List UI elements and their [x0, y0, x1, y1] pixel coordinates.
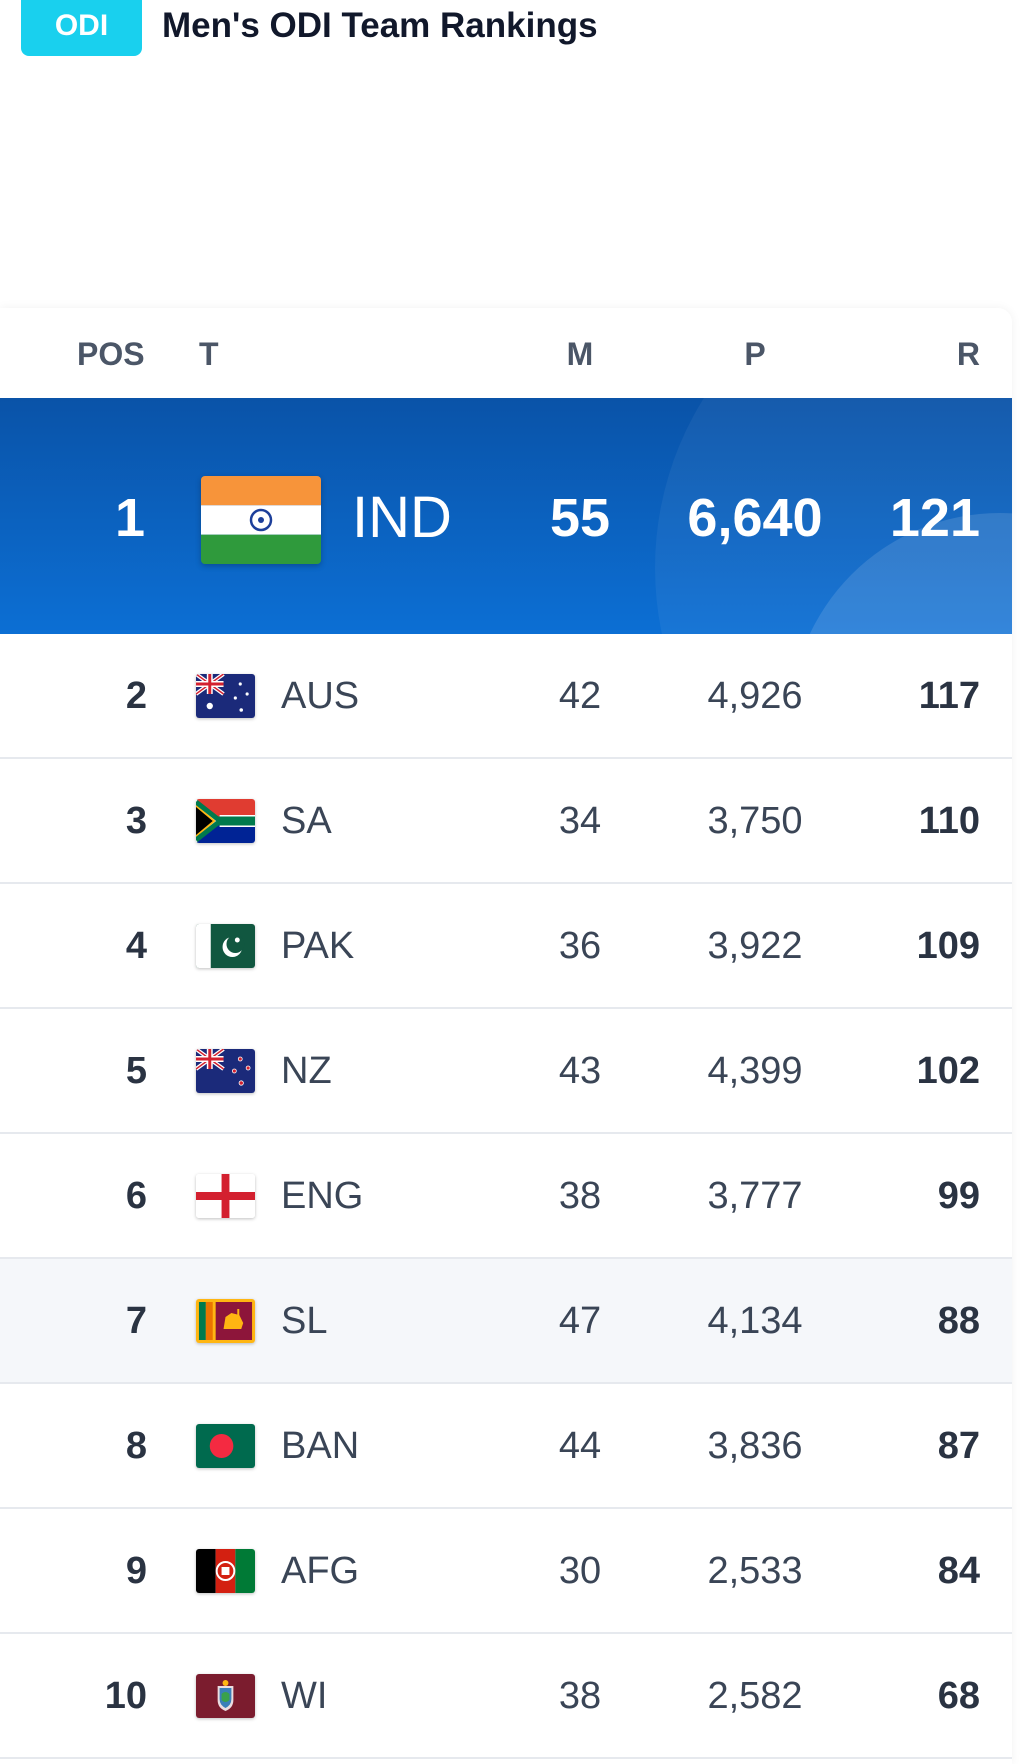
- rank-position: 2: [125, 675, 147, 717]
- column-header-rating[interactable]: R: [956, 336, 980, 372]
- rating-value: 87: [937, 1425, 980, 1467]
- india-flag-icon: [201, 476, 321, 564]
- points-value: 2,533: [707, 1550, 803, 1592]
- matches-value: 38: [558, 1175, 602, 1217]
- matches-value: 42: [558, 675, 602, 717]
- rankings-table: POS T M P R 1 IND 55 6,640 121 2: [0, 308, 1012, 1764]
- matches-value: 47: [558, 1300, 602, 1342]
- format-badge[interactable]: ODI: [21, 0, 142, 56]
- matches-value: 34: [558, 800, 602, 842]
- team-name: BAN: [281, 1425, 360, 1467]
- page-title: Men's ODI Team Rankings: [162, 6, 598, 45]
- column-header-pos[interactable]: POS: [77, 336, 145, 372]
- matches-value: 30: [558, 1550, 602, 1592]
- team-name: WI: [281, 1675, 328, 1717]
- rank-position: 9: [125, 1550, 147, 1592]
- column-header-team[interactable]: T: [199, 336, 219, 372]
- rating-value: 102: [916, 1050, 980, 1092]
- table-row[interactable]: 3 SA 34 3,750 110: [0, 759, 1012, 884]
- rating-value: 121: [889, 488, 980, 548]
- rank-position: 10: [104, 1675, 147, 1717]
- team-name: ENG: [281, 1175, 364, 1217]
- matches-value: 44: [558, 1425, 602, 1467]
- south-africa-flag-icon: [196, 799, 255, 843]
- sri-lanka-flag-icon: [196, 1299, 255, 1343]
- team-name: SL: [281, 1300, 328, 1342]
- rating-value: 99: [937, 1175, 980, 1217]
- afghanistan-flag-icon: [196, 1549, 255, 1593]
- rating-value: 109: [916, 925, 980, 967]
- table-row[interactable]: 2 AUS 42 4,926 117: [0, 634, 1012, 759]
- top-ranked-row[interactable]: 1 IND 55 6,640 121: [0, 398, 1012, 634]
- rank-position: 7: [125, 1300, 147, 1342]
- matches-value: 38: [558, 1675, 602, 1717]
- table-row[interactable]: 8 BAN 44 3,836 87: [0, 1384, 1012, 1509]
- team-name: AFG: [281, 1550, 360, 1592]
- pakistan-flag-icon: [196, 924, 255, 968]
- rank-position: 4: [125, 925, 147, 967]
- decorative-circle: [655, 398, 1012, 634]
- west-indies-flag-icon: [196, 1674, 255, 1718]
- team-name: IND: [352, 485, 452, 550]
- team-name: NZ: [281, 1050, 332, 1092]
- points-value: 4,926: [707, 675, 803, 717]
- points-value: 4,134: [707, 1300, 803, 1342]
- team-name: SA: [281, 800, 332, 842]
- rank-position: 6: [125, 1175, 147, 1217]
- australia-flag-icon: [196, 674, 255, 718]
- points-value: 3,777: [707, 1175, 803, 1217]
- rating-value: 68: [937, 1675, 980, 1717]
- team-name: AUS: [281, 675, 360, 717]
- page-header: ODI Men's ODI Team Rankings: [0, 0, 1025, 70]
- matches-value: 55: [549, 488, 611, 548]
- points-value: 4,399: [707, 1050, 803, 1092]
- points-value: 3,836: [707, 1425, 803, 1467]
- table-row[interactable]: 7 SL 47 4,134 88: [0, 1259, 1012, 1384]
- matches-value: 36: [558, 925, 602, 967]
- column-header-points[interactable]: P: [744, 336, 766, 372]
- rank-position: 8: [125, 1425, 147, 1467]
- matches-value: 43: [558, 1050, 602, 1092]
- team-name: PAK: [281, 925, 355, 967]
- points-value: 3,922: [707, 925, 803, 967]
- column-header-matches[interactable]: M: [566, 336, 594, 372]
- table-row[interactable]: 4 PAK 36 3,922 109: [0, 884, 1012, 1009]
- bangladesh-flag-icon: [196, 1424, 255, 1468]
- points-value: 2,582: [707, 1675, 803, 1717]
- points-value: 3,750: [707, 800, 803, 842]
- rating-value: 110: [918, 800, 980, 842]
- table-row[interactable]: 5 NZ 43 4,399 102: [0, 1009, 1012, 1134]
- rating-value: 84: [937, 1550, 980, 1592]
- table-row[interactable]: 9 AFG 30 2,533 84: [0, 1509, 1012, 1634]
- points-value: 6,640: [687, 488, 823, 548]
- new-zealand-flag-icon: [196, 1049, 255, 1093]
- rating-value: 117: [918, 675, 980, 717]
- table-row[interactable]: 10 WI 38 2,582 68: [0, 1634, 1012, 1759]
- table-header-row: POS T M P R: [0, 308, 1012, 398]
- rating-value: 88: [937, 1300, 980, 1342]
- table-row[interactable]: 6 ENG 38 3,777 99: [0, 1134, 1012, 1259]
- rank-position: 5: [125, 1050, 147, 1092]
- rank-position: 1: [114, 488, 146, 548]
- england-flag-icon: [196, 1174, 255, 1218]
- rank-position: 3: [125, 800, 147, 842]
